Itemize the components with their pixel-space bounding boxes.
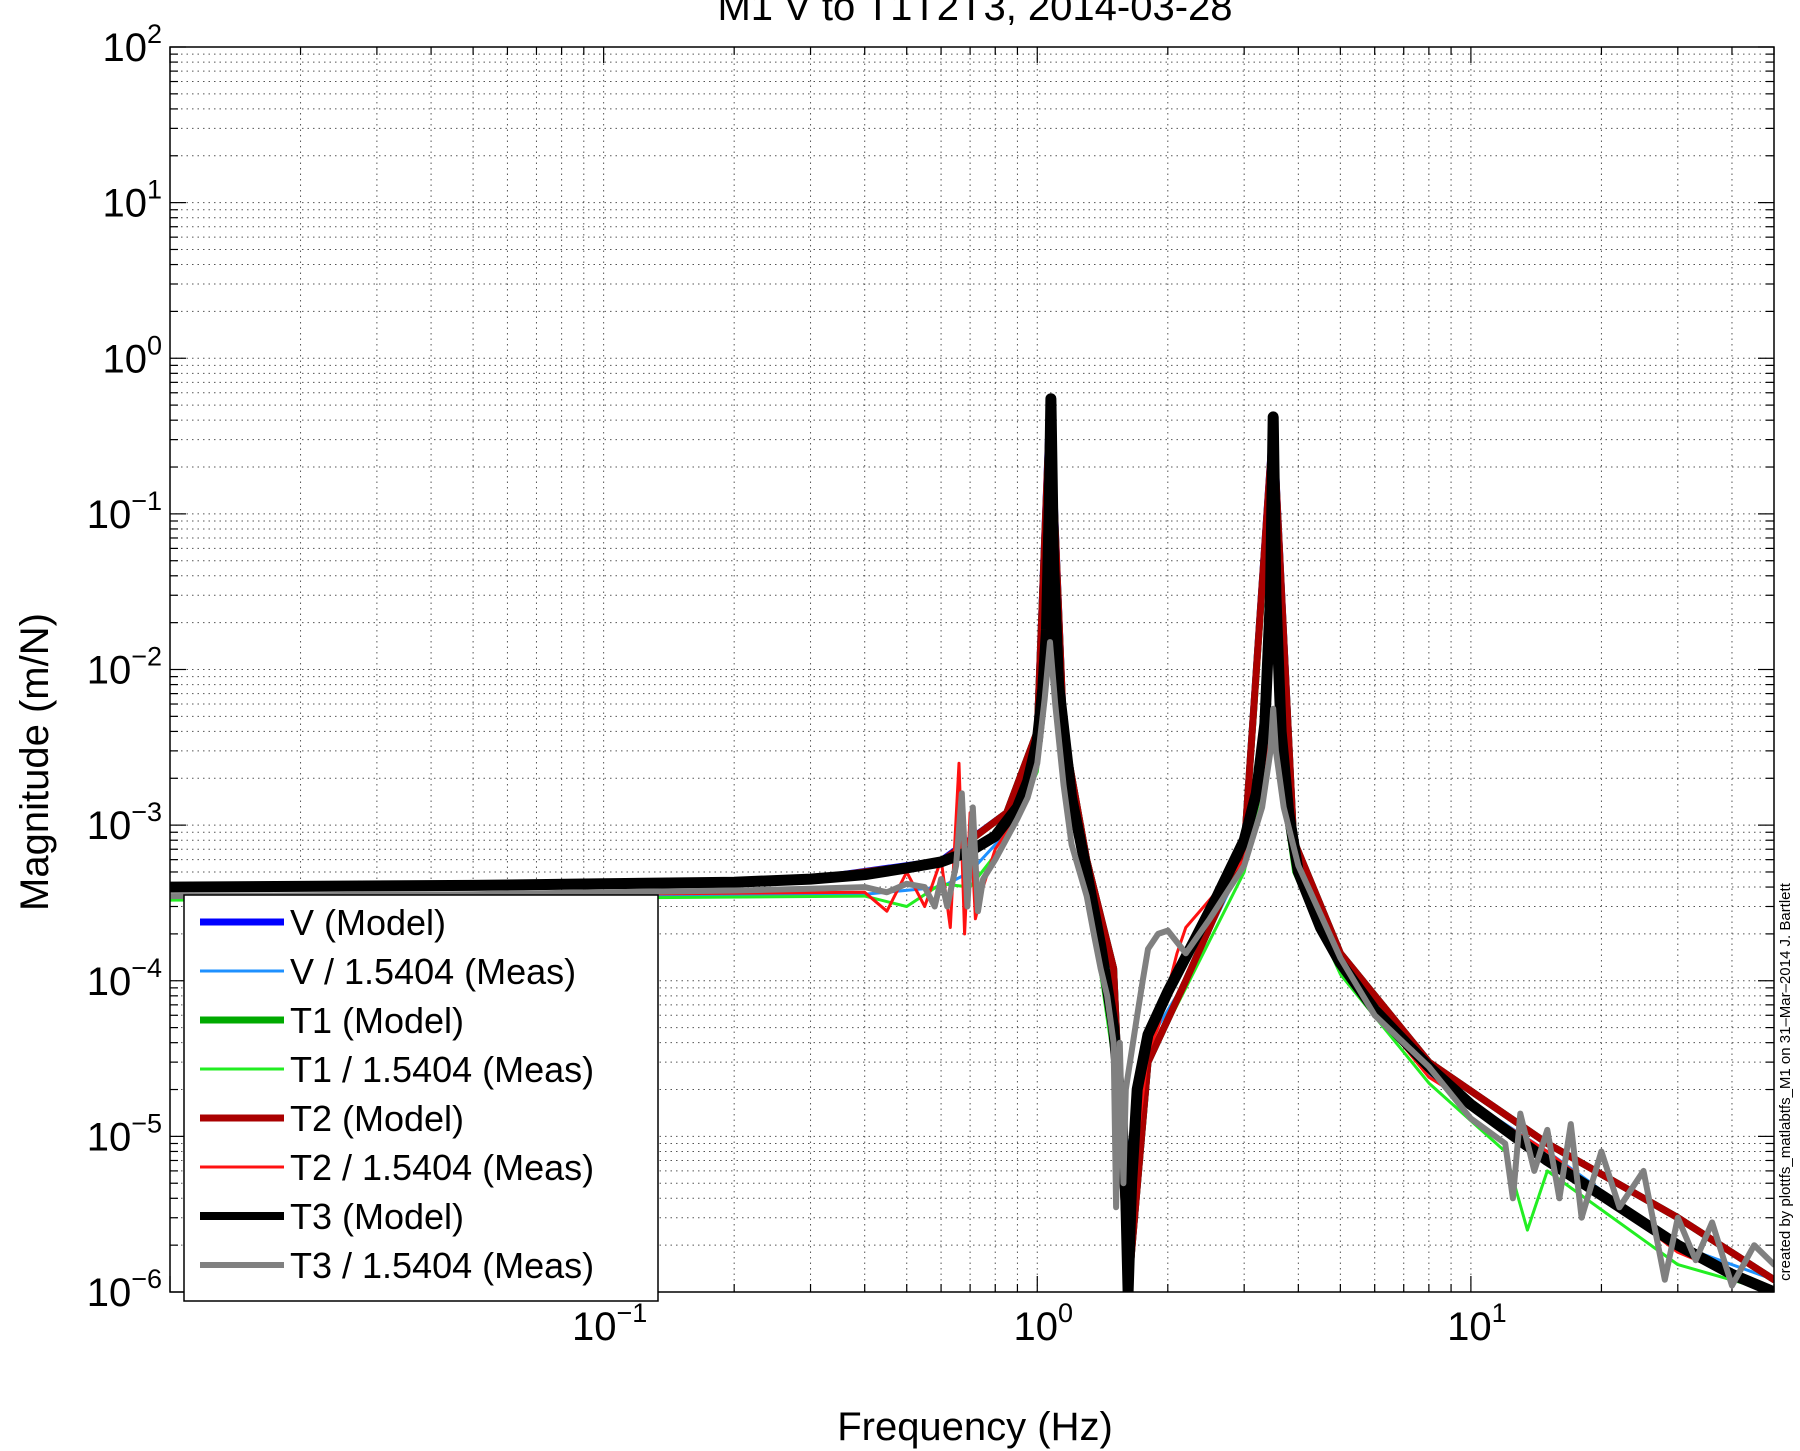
legend-label: T3 / 1.5404 (Meas)	[290, 1245, 594, 1286]
x-tick-label: 101	[1447, 1298, 1507, 1349]
y-axis-label: Magnitude (m/N)	[13, 613, 57, 911]
legend-label: T1 (Model)	[290, 1000, 464, 1041]
legend-label: T3 (Model)	[290, 1196, 464, 1237]
legend-label: V (Model)	[290, 902, 446, 943]
legend-label: T2 (Model)	[290, 1098, 464, 1139]
legend-label: T1 / 1.5404 (Meas)	[290, 1049, 594, 1090]
plot-frame	[169, 46, 1775, 1293]
legend: V (Model) V / 1.5404 (Meas) T1 (Model) T1 /…	[183, 894, 659, 1302]
x-tick-label: 100	[1014, 1298, 1074, 1349]
y-tick-label: 10−5	[87, 1108, 162, 1159]
x-tick-label: 10−1	[572, 1298, 647, 1349]
legend-label: V / 1.5404 (Meas)	[290, 951, 576, 992]
series-line-8	[170, 639, 1774, 1289]
y-tick-label: 101	[102, 175, 162, 226]
legend-label: T2 / 1.5404 (Meas)	[290, 1147, 594, 1188]
x-axis-label: Frequency (Hz)	[837, 1405, 1113, 1449]
y-tick-label: 102	[102, 19, 162, 70]
series-line-7	[170, 393, 1774, 1292]
y-tick-label: 10−3	[87, 797, 162, 848]
axis-ticks	[169, 46, 1775, 1293]
y-tick-label: 10−1	[87, 486, 162, 537]
y-tick-label: 10−2	[87, 642, 162, 693]
tick-labels: 102 101 100 10−1 10−2 10−3 10−4 10−5 10−6 10−1 100…	[87, 19, 1507, 1349]
y-tick-label: 100	[102, 330, 162, 381]
chart-title: M1 V to T1T2T3, 2014-03-28	[717, 0, 1232, 29]
series-lines	[170, 393, 1774, 1292]
credit-annotation: created by plottfs_matlabtfs_M1 on 31–Ma…	[1777, 882, 1794, 1281]
y-tick-label: 10−4	[87, 953, 162, 1004]
y-tick-label: 10−6	[87, 1264, 162, 1315]
legend-box	[183, 894, 659, 1302]
